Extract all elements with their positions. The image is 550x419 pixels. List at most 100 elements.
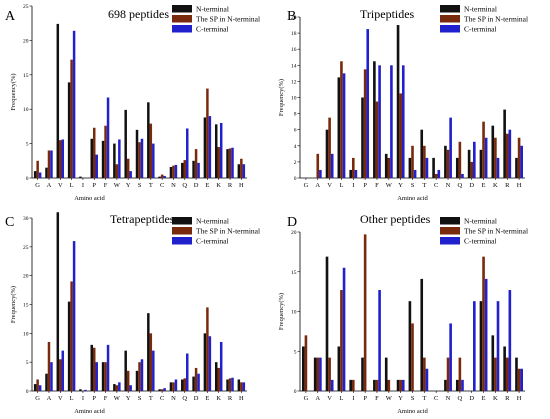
y-tick-label: 4 xyxy=(294,144,297,150)
bar xyxy=(237,164,241,178)
bar xyxy=(186,353,189,391)
legend-label: C-terminal xyxy=(196,25,229,34)
bar xyxy=(425,368,429,391)
bar xyxy=(449,323,452,391)
x-tick-label: L xyxy=(70,182,74,189)
bar xyxy=(434,173,438,178)
x-axis-title: Amino acid xyxy=(397,195,428,202)
x-tick-label: Q xyxy=(182,395,187,402)
x-tick-label: S xyxy=(138,395,142,402)
bar xyxy=(135,370,139,391)
legend-label: C-terminal xyxy=(464,25,497,34)
bar xyxy=(206,88,209,178)
bar xyxy=(192,160,195,178)
y-tick-label: 20 xyxy=(23,274,29,280)
bar xyxy=(56,212,60,391)
bar xyxy=(36,379,39,391)
bar xyxy=(396,379,400,391)
x-tick-label: E xyxy=(205,182,209,189)
y-tick-label: 25 xyxy=(23,4,29,10)
x-tick-label: S xyxy=(411,182,415,189)
bar xyxy=(181,379,184,391)
bar xyxy=(411,323,414,391)
y-tick-label: 0 xyxy=(26,176,29,182)
bar xyxy=(90,138,93,178)
bar xyxy=(118,382,121,391)
bar xyxy=(95,362,98,391)
bar xyxy=(325,256,329,391)
bar xyxy=(138,362,141,391)
legend-swatch xyxy=(440,227,460,235)
y-tick-label: 15 xyxy=(23,73,29,79)
bar xyxy=(408,301,412,391)
legend-swatch xyxy=(172,227,192,235)
chart-title: 698 peptides xyxy=(108,7,169,21)
x-tick-label: G xyxy=(304,182,309,189)
bar xyxy=(181,162,184,178)
bar xyxy=(420,278,424,391)
x-tick-label: D xyxy=(469,395,474,402)
y-tick-label: 5 xyxy=(26,142,29,148)
bar xyxy=(152,350,155,391)
panel-b: B Tripeptides 0 2 4 6 8 10 12 14 16 18 20 Frequency(%… xyxy=(278,5,528,203)
bar xyxy=(231,377,234,391)
y-tick-label: 8 xyxy=(294,112,297,118)
bar xyxy=(101,140,105,178)
bar xyxy=(399,93,402,178)
bar xyxy=(163,388,166,391)
x-tick-label: L xyxy=(339,182,343,189)
y-tick-label: 0 xyxy=(26,389,29,395)
panel-letter: D xyxy=(287,215,297,230)
legend-label: N-terminal xyxy=(196,217,229,226)
bar xyxy=(56,23,60,178)
chart-title: Other peptides xyxy=(360,212,431,226)
x-tick-label: F xyxy=(104,395,108,402)
bar xyxy=(228,148,232,178)
legend-swatch xyxy=(440,25,460,33)
bar xyxy=(231,147,234,178)
bar xyxy=(45,167,48,178)
bar xyxy=(444,379,447,391)
bar xyxy=(36,160,39,178)
x-tick-label: W xyxy=(386,182,393,189)
bar xyxy=(113,143,116,178)
x-tick-label: H xyxy=(517,182,522,189)
x-tick-label: L xyxy=(339,395,343,402)
bar xyxy=(319,169,322,178)
bar xyxy=(366,29,370,178)
y-tick-label: 30 xyxy=(23,216,29,222)
bar xyxy=(192,376,195,391)
y-tick-label: 25 xyxy=(23,245,29,251)
y-tick-label: 6 xyxy=(294,128,297,134)
x-tick-label: P xyxy=(92,182,96,189)
bar xyxy=(226,149,229,178)
x-tick-label: R xyxy=(228,395,233,402)
bar xyxy=(342,73,346,178)
bar xyxy=(217,147,220,178)
x-tick-label: C xyxy=(434,182,438,189)
x-tick-label: Y xyxy=(398,395,403,402)
bar xyxy=(208,116,212,178)
x-tick-label: G xyxy=(35,182,40,189)
bar xyxy=(351,379,355,391)
bar xyxy=(160,174,164,178)
x-tick-label: W xyxy=(386,395,393,402)
legend-swatch xyxy=(440,237,460,245)
bar xyxy=(328,117,331,179)
bar xyxy=(319,357,322,391)
bar xyxy=(242,164,246,178)
bar xyxy=(375,379,379,391)
bar xyxy=(61,139,65,178)
bar xyxy=(479,149,483,178)
bar xyxy=(455,379,459,391)
legend-swatch xyxy=(172,217,192,225)
x-tick-label: R xyxy=(505,182,510,189)
bar xyxy=(423,357,426,391)
bar xyxy=(59,140,62,178)
bar xyxy=(378,65,381,178)
bar xyxy=(496,301,500,391)
x-tick-label: I xyxy=(352,395,354,402)
